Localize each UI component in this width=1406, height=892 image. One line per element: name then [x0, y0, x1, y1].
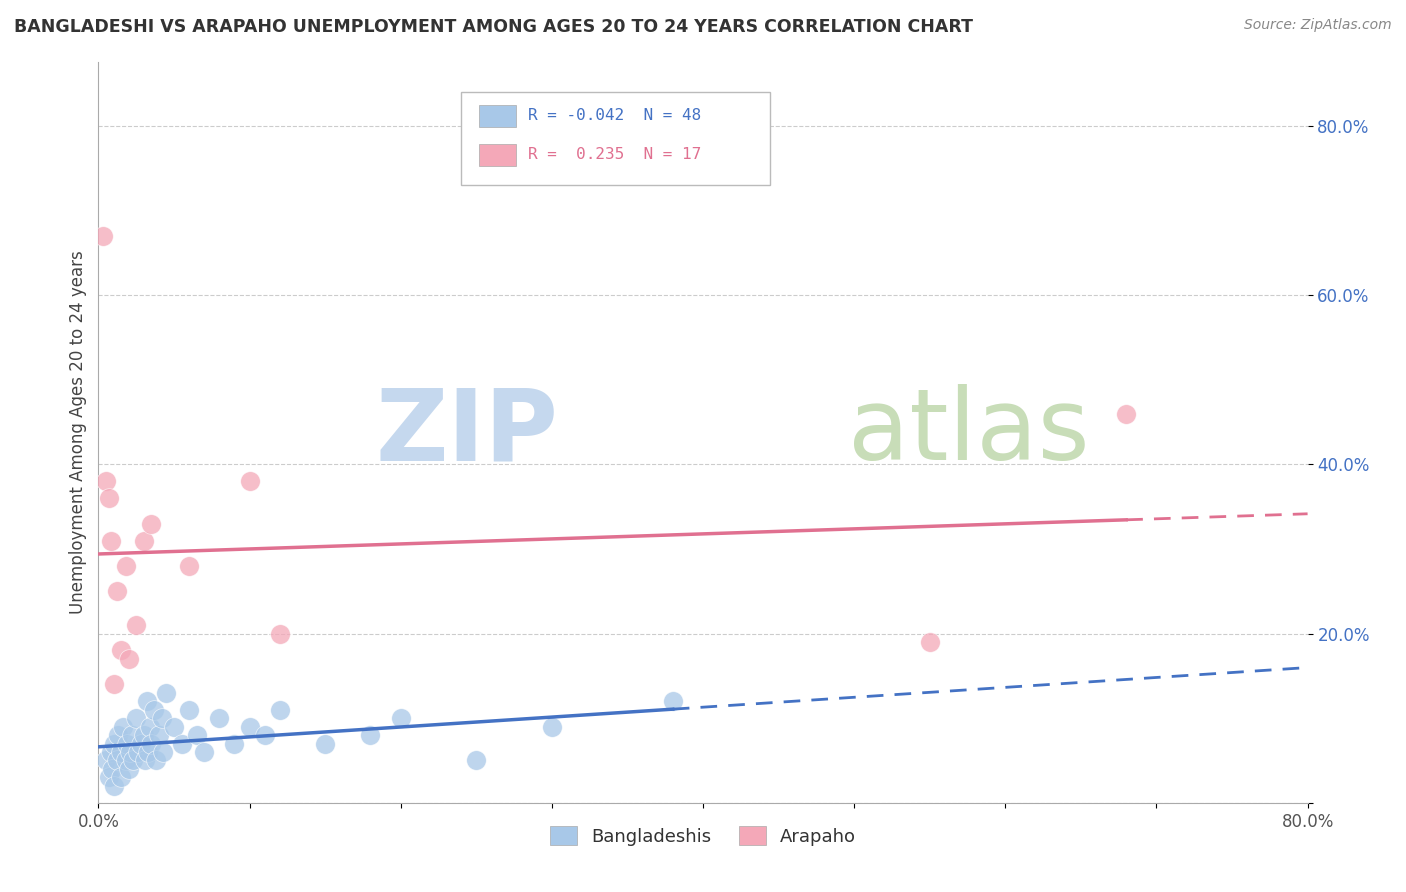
Point: [121, 728, 143, 742]
Point: [100, 745, 122, 759]
Point: [918, 635, 941, 649]
Point: [115, 737, 138, 751]
Point: [661, 694, 683, 708]
Point: [94, 754, 117, 768]
Point: [129, 737, 152, 751]
Point: [141, 516, 163, 531]
Point: [127, 745, 149, 759]
Point: [170, 737, 193, 751]
Point: [239, 720, 262, 734]
Point: [152, 745, 174, 759]
Point: [110, 643, 132, 657]
Point: [145, 754, 167, 768]
Text: ZIP: ZIP: [375, 384, 558, 481]
Point: [120, 745, 142, 759]
Point: [98, 771, 121, 785]
Point: [224, 737, 246, 751]
Point: [103, 779, 125, 793]
FancyBboxPatch shape: [461, 92, 769, 185]
Point: [193, 745, 215, 759]
Point: [98, 491, 121, 506]
Point: [179, 703, 201, 717]
Point: [105, 754, 128, 768]
Point: [163, 720, 186, 734]
Point: [360, 728, 382, 742]
Point: [105, 584, 128, 599]
Bar: [479, 144, 516, 166]
Point: [136, 745, 159, 759]
Legend: Bangladeshis, Arapaho: Bangladeshis, Arapaho: [543, 819, 863, 853]
Point: [314, 737, 336, 751]
Point: [186, 728, 208, 742]
Point: [125, 618, 148, 632]
Text: Source: ZipAtlas.com: Source: ZipAtlas.com: [1244, 18, 1392, 32]
Point: [132, 728, 155, 742]
Point: [118, 652, 141, 666]
Point: [125, 711, 148, 725]
Point: [103, 737, 125, 751]
Point: [101, 762, 124, 776]
Point: [465, 754, 488, 768]
Point: [150, 711, 173, 725]
Point: [135, 694, 157, 708]
Point: [103, 677, 125, 691]
Point: [269, 703, 291, 717]
Point: [253, 728, 276, 742]
Point: [91, 228, 114, 243]
Text: atlas: atlas: [848, 384, 1090, 481]
Point: [110, 771, 132, 785]
Point: [143, 703, 166, 717]
Point: [139, 720, 162, 734]
Point: [1115, 407, 1137, 421]
Text: R = -0.042  N = 48: R = -0.042 N = 48: [527, 108, 702, 123]
Text: BANGLADESHI VS ARAPAHO UNEMPLOYMENT AMONG AGES 20 TO 24 YEARS CORRELATION CHART: BANGLADESHI VS ARAPAHO UNEMPLOYMENT AMON…: [14, 18, 973, 36]
Point: [179, 558, 201, 573]
Point: [208, 711, 231, 725]
Point: [114, 754, 136, 768]
Text: R =  0.235  N = 17: R = 0.235 N = 17: [527, 147, 702, 162]
Point: [239, 475, 262, 489]
Point: [122, 754, 145, 768]
Point: [100, 533, 122, 548]
Point: [114, 558, 136, 573]
Point: [540, 720, 562, 734]
Point: [132, 533, 155, 548]
Point: [118, 762, 141, 776]
Point: [269, 626, 291, 640]
Point: [134, 754, 156, 768]
Point: [389, 711, 412, 725]
Point: [110, 745, 132, 759]
Point: [141, 737, 163, 751]
Point: [148, 728, 170, 742]
Y-axis label: Unemployment Among Ages 20 to 24 years: Unemployment Among Ages 20 to 24 years: [69, 251, 87, 615]
Point: [107, 728, 129, 742]
Point: [111, 720, 134, 734]
Point: [94, 475, 117, 489]
Point: [155, 686, 177, 700]
Bar: [479, 104, 516, 127]
